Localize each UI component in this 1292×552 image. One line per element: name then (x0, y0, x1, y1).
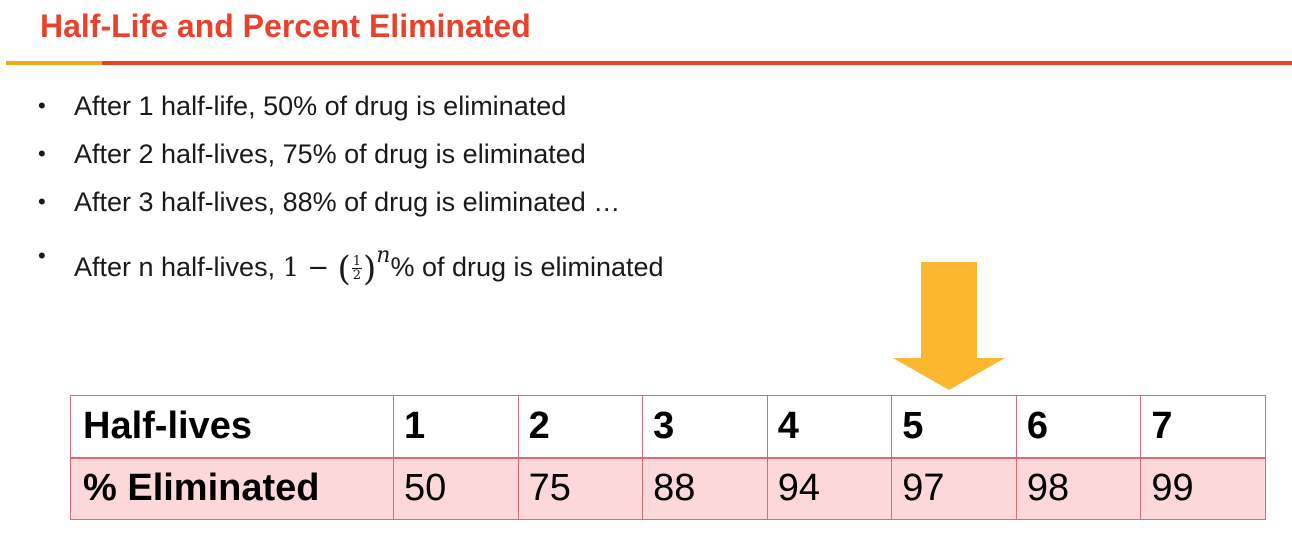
bullet-list: • After 1 half-life, 50% of drug is elimi… (36, 86, 664, 289)
bullet-dot-icon: • (38, 141, 46, 166)
table-cell: 7 (1140, 395, 1266, 458)
formula-exponent: n (376, 243, 391, 268)
table-cell: 88 (642, 457, 768, 520)
table-cell: 94 (766, 457, 893, 520)
table-cell: 50 (393, 457, 519, 520)
table-cell: 5 (891, 395, 1017, 458)
right-paren: ) (363, 249, 377, 289)
table-cell: 97 (891, 457, 1017, 520)
bullet-dot-icon: • (38, 93, 46, 118)
left-paren: ( (337, 249, 351, 289)
bullet-item: • After 3 half-lives, 88% of drug is elim… (36, 182, 664, 230)
table-cell: 1 (393, 395, 519, 458)
table-cell: 98 (1015, 457, 1142, 520)
table-cell: 75 (517, 457, 644, 520)
down-arrow-icon (893, 262, 1005, 390)
formula-prefix: After n half-lives, (74, 252, 283, 282)
formula-one: 1 (282, 253, 300, 283)
bullet-text: After 2 half-lives, 75% of drug is elimi… (74, 139, 586, 169)
half-life-table: Half-lives 1 2 3 4 5 6 7 % Eliminated 50… (70, 395, 1266, 520)
table-row-percent-eliminated: % Eliminated 50 75 88 94 97 98 99 (70, 457, 1266, 520)
table-row-half-lives: Half-lives 1 2 3 4 5 6 7 (70, 395, 1266, 458)
bullet-item: • After 2 half-lives, 75% of drug is elim… (36, 134, 664, 182)
row-header-half-lives: Half-lives (70, 395, 394, 458)
table-cell: 6 (1015, 395, 1142, 458)
table-cell: 2 (517, 395, 644, 458)
bullet-item: • After 1 half-life, 50% of drug is elimi… (36, 86, 664, 134)
table-cell: 3 (642, 395, 768, 458)
bullet-dot-icon: • (38, 243, 46, 268)
bullet-text: After 3 half-lives, 88% of drug is elimi… (74, 187, 621, 217)
slide-title: Half-Life and Percent Eliminated (40, 8, 531, 44)
bullet-dot-icon: • (38, 189, 46, 214)
row-header-percent-eliminated: % Eliminated (70, 457, 394, 520)
title-rule (102, 61, 1292, 65)
table-cell: 4 (766, 395, 893, 458)
fraction-denominator: 2 (352, 268, 361, 284)
title-rule-accent (6, 61, 102, 65)
formula-suffix: % of drug is eliminated (390, 252, 664, 282)
fraction-numerator: 1 (351, 254, 362, 270)
bullet-item-formula: • After n half-lives, 1 − (1 2)n% of drug … (36, 236, 664, 289)
bullet-text: After 1 half-life, 50% of drug is elimin… (74, 91, 567, 121)
table-cell: 99 (1140, 457, 1266, 520)
formula-minus: − (307, 253, 330, 283)
